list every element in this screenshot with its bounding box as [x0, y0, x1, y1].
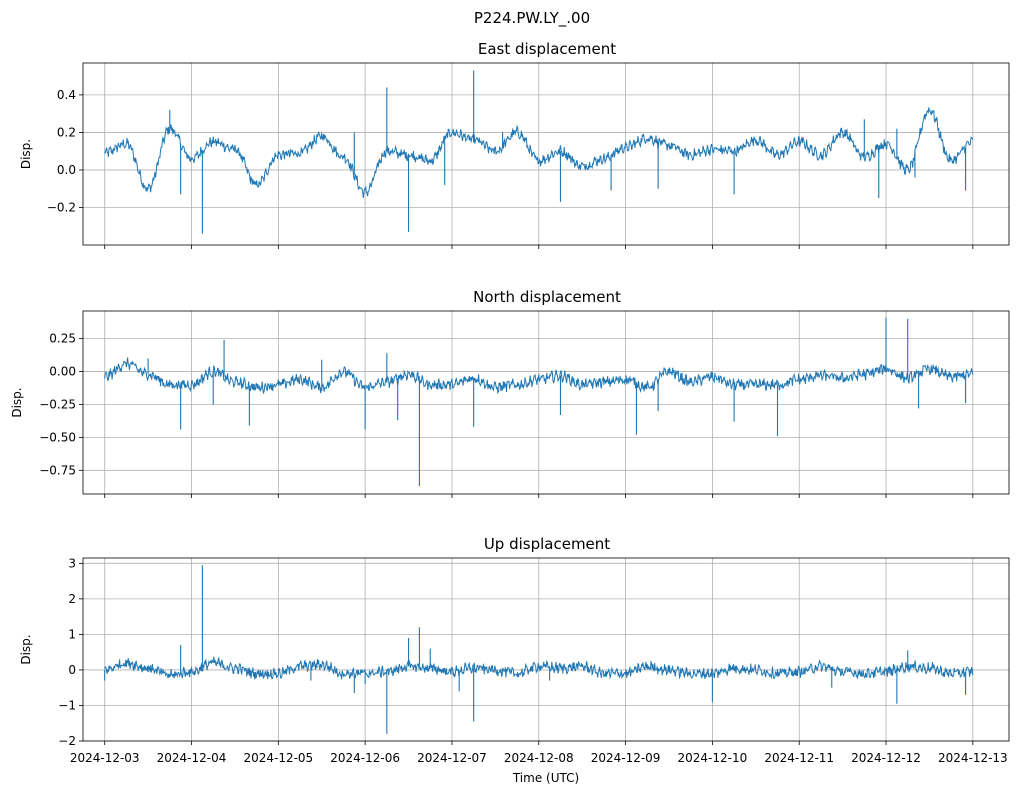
- subplot-1: 0.4 0.2 0.0 −0.2 East displacement Disp.: [19, 40, 1010, 249]
- subplot-title: Up displacement: [484, 535, 610, 553]
- series-line: [104, 656, 974, 680]
- axes-frame: [82, 557, 1010, 742]
- axes-frame: [82, 310, 1010, 495]
- x-tick-label: 2024-12-10: [678, 751, 748, 765]
- x-tick-label: 2024-12-11: [764, 751, 834, 765]
- y-tick-label: 1: [68, 627, 76, 641]
- y-tick-label: −0.25: [39, 397, 76, 411]
- y-tick-label: 2: [68, 592, 76, 606]
- y-tick-label: −1: [58, 698, 76, 712]
- x-tick-label: 2024-12-13: [938, 751, 1008, 765]
- y-tick-label: −0.50: [39, 430, 76, 444]
- x-tick-label: 2024-12-12: [851, 751, 921, 765]
- subplot-title: East displacement: [478, 40, 616, 58]
- series-line: [104, 107, 974, 198]
- y-tick-label: 0.00: [49, 365, 76, 379]
- x-tick-label: 2024-12-04: [157, 751, 227, 765]
- x-axis-label: Time (UTC): [512, 771, 579, 785]
- x-tick-label: 2024-12-06: [330, 751, 400, 765]
- y-tick-label: 0.25: [49, 332, 76, 346]
- x-tick-label: 2024-12-03: [70, 751, 140, 765]
- y-tick-label: −2: [58, 734, 76, 748]
- y-tick-label: 0.2: [57, 125, 76, 139]
- subplot-2: 0.25 0.00 −0.25 −0.50 −0.75 North displacemen…: [10, 288, 1010, 498]
- y-axis-label: Disp.: [19, 139, 33, 169]
- y-axis-label: Disp.: [10, 387, 24, 417]
- y-tick-label: 0: [68, 663, 76, 677]
- x-tick-label: 2024-12-05: [243, 751, 313, 765]
- x-tick-label: 2024-12-09: [591, 751, 661, 765]
- y-tick-label: 0.0: [57, 163, 76, 177]
- y-tick-label: −0.75: [39, 463, 76, 477]
- y-axis-label: Disp.: [19, 634, 33, 664]
- subplot-title: North displacement: [473, 288, 621, 306]
- y-tick-label: −0.2: [47, 200, 76, 214]
- subplot-3: 3 2 1 0 −1 −2 Up displacement Disp. 2024-12-03 20…: [19, 535, 1010, 765]
- figure-suptitle: P224.PW.LY_.00: [474, 9, 590, 28]
- x-tick-label: 2024-12-08: [504, 751, 574, 765]
- x-tick-label: 2024-12-07: [417, 751, 487, 765]
- y-tick-label: 0.4: [57, 88, 76, 102]
- y-tick-label: 3: [68, 556, 76, 570]
- axes-frame: [82, 62, 1010, 246]
